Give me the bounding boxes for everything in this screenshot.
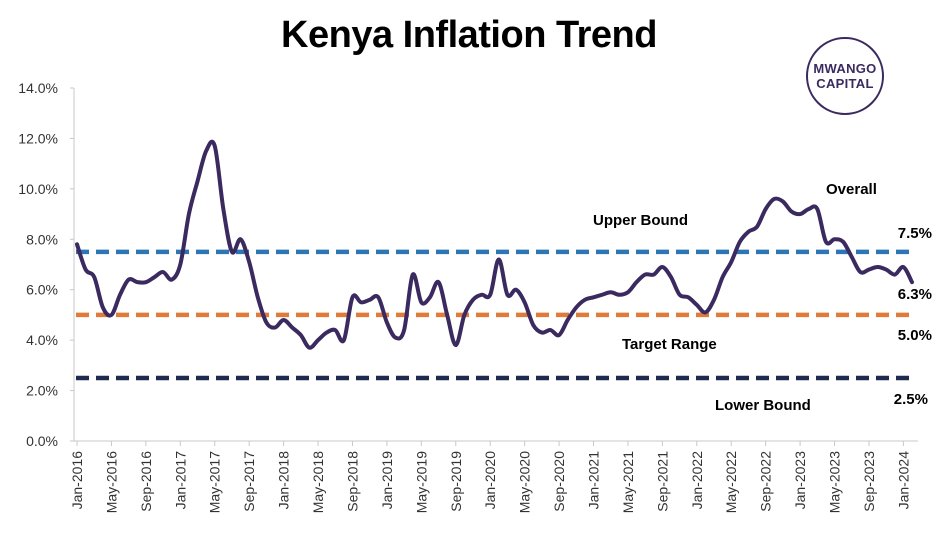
- value-label-target-range: 5.0%: [898, 327, 932, 344]
- x-tick-label: May-2017: [207, 451, 223, 513]
- x-tick-label: May-2021: [620, 451, 636, 513]
- x-tick-label: Jan-2024: [895, 451, 911, 510]
- y-tick-label: 12.0%: [18, 130, 58, 146]
- x-tick-label: Sep-2023: [861, 451, 877, 512]
- chart-title: Kenya Inflation Trend: [281, 14, 657, 56]
- x-tick-label: Jan-2016: [69, 451, 85, 510]
- logo-line2: CAPITAL: [816, 76, 874, 91]
- x-tick-label: Sep-2018: [344, 451, 360, 512]
- x-tick-label: May-2023: [827, 451, 843, 513]
- x-tick-label: Jan-2020: [482, 451, 498, 510]
- x-tick-label: Sep-2017: [241, 451, 257, 512]
- y-tick-label: 4.0%: [26, 332, 58, 348]
- annotations: Overall Upper Bound Target Range Lower Boun…: [593, 181, 932, 414]
- value-label-upper-bound: 7.5%: [898, 225, 932, 242]
- y-tick-label: 2.0%: [26, 383, 58, 399]
- mwango-capital-logo: MWANGO CAPITAL: [806, 37, 884, 115]
- value-label-latest: 6.3%: [898, 286, 932, 303]
- y-tick-label: 14.0%: [18, 80, 58, 96]
- x-tick-label: Sep-2016: [138, 451, 154, 512]
- y-tick-label: 0.0%: [26, 433, 58, 449]
- x-tick-label: Jan-2021: [585, 451, 601, 510]
- x-tick-label: Jan-2019: [379, 451, 395, 510]
- x-axis-tick-labels: Jan-2016 May-2016 Sep-2016 Jan-2017 May-2017…: [69, 441, 911, 513]
- x-tick-label: May-2019: [413, 451, 429, 513]
- series-line-overall: [75, 139, 914, 350]
- logo-line1: MWANGO: [813, 61, 877, 76]
- label-upper-bound: Upper Bound: [593, 212, 688, 229]
- y-tick-label: 8.0%: [26, 231, 58, 247]
- x-tick-label: May-2022: [723, 451, 739, 513]
- x-tick-label: May-2020: [517, 451, 533, 513]
- label-target-range: Target Range: [622, 336, 717, 353]
- y-tick-label: 10.0%: [18, 181, 58, 197]
- x-tick-label: Jan-2018: [276, 451, 292, 510]
- x-tick-label: Sep-2020: [551, 451, 567, 512]
- x-tick-label: Sep-2022: [758, 451, 774, 512]
- value-label-lower-bound: 2.5%: [894, 391, 928, 408]
- series-label-overall: Overall: [826, 181, 877, 198]
- x-tick-label: Jan-2022: [689, 451, 705, 510]
- x-tick-label: Jan-2023: [792, 451, 808, 510]
- label-lower-bound: Lower Bound: [715, 397, 811, 414]
- x-tick-label: Sep-2021: [654, 451, 670, 512]
- x-tick-label: May-2018: [310, 451, 326, 513]
- y-axis-tick-labels: 0.0% 2.0% 4.0% 6.0% 8.0% 10.0% 12.0% 14.0%: [18, 80, 74, 449]
- y-tick-label: 6.0%: [26, 282, 58, 298]
- x-tick-label: Sep-2019: [448, 451, 464, 512]
- x-tick-label: May-2016: [103, 451, 119, 513]
- series-lines: [75, 139, 914, 350]
- x-tick-label: Jan-2017: [172, 451, 188, 510]
